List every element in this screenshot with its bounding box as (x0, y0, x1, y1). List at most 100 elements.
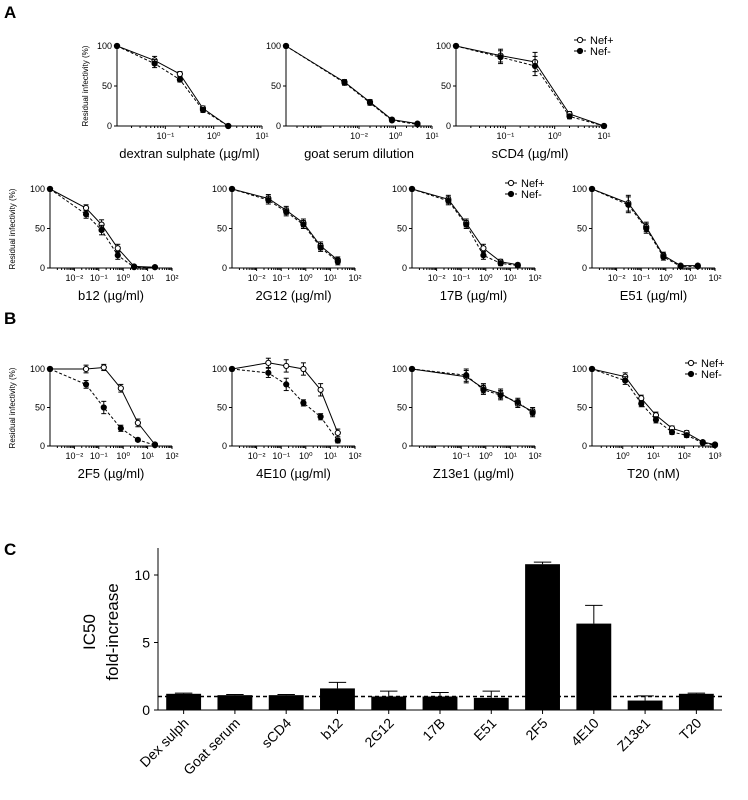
legend-marker (507, 179, 515, 187)
category-label: Z13e1 (614, 715, 654, 755)
y-axis-label-line1: IC50 (80, 614, 99, 650)
bar-scd4 (268, 695, 304, 710)
data-point-nef-minus (228, 185, 236, 193)
fit-curve-nef-minus (231, 188, 339, 263)
x-tick-label: 10¹ (597, 131, 610, 141)
fit-curve-nef-minus (411, 188, 518, 267)
legend-marker (576, 47, 584, 55)
x-tick-label: 10⁻¹ (156, 131, 174, 141)
x-tick-label: 10⁰ (479, 451, 493, 461)
x-axis-label: T20 (nM) (627, 466, 680, 481)
data-point-nef-minus (131, 264, 138, 271)
bar-b12 (320, 688, 355, 710)
category-label: 4E10 (568, 715, 603, 750)
data-point-nef-minus (514, 262, 521, 269)
data-point-nef-minus (300, 221, 307, 228)
data-point-nef-minus (46, 185, 54, 193)
chart-2f5: 0 50 100 10⁻² 10⁻¹ 10⁰ 10¹ 10² 2F5 (µg/ml) Residu… (8, 363, 179, 481)
y-tick-label: 100 (266, 41, 281, 51)
x-tick-label: 10¹ (647, 451, 660, 461)
y-tick-label: 50 (577, 224, 587, 234)
fit-curve-nef-minus (49, 188, 155, 268)
data-point-nef-plus (283, 362, 290, 370)
data-point-nef-minus (283, 381, 290, 388)
data-point-nef-minus (445, 197, 452, 204)
data-point-nef-plus (265, 359, 272, 366)
y-tick-label: 0 (402, 263, 407, 273)
fit-curve-nef-plus (116, 45, 229, 127)
chart-e51: 0 50 100 10⁻² 10⁻¹ 10⁰ 10¹ 10² E51 (µg/ml) (572, 184, 722, 303)
x-axis-label: 17B (µg/ml) (440, 288, 507, 303)
data-point-nef-minus (588, 365, 596, 373)
fit-curve-nef-plus (285, 45, 418, 125)
data-point-nef-minus (265, 196, 272, 204)
x-axis-label: goat serum dilution (304, 146, 414, 161)
data-point-nef-minus (683, 432, 690, 439)
y-tick-label: 50 (441, 81, 451, 91)
data-point-nef-minus (100, 404, 107, 411)
y-tick-label: 100 (572, 184, 587, 194)
data-point-nef-plus (300, 365, 307, 373)
data-point-nef-minus (497, 260, 504, 267)
x-tick-label: 10² (165, 451, 178, 461)
data-point-nef-minus (151, 264, 159, 271)
y-tick-label: 0 (276, 121, 281, 131)
data-point-nef-minus (514, 399, 521, 406)
data-point-nef-minus (638, 400, 645, 407)
data-point-nef-minus (660, 253, 667, 261)
bar-2f5 (525, 564, 560, 710)
data-point-nef-minus (151, 60, 158, 67)
bar-17b (422, 696, 458, 710)
x-tick-label: 10⁻² (66, 273, 84, 283)
y-tick-label: 50 (102, 81, 112, 91)
x-axis-label: 2G12 (µg/ml) (255, 288, 331, 303)
y-tick-label: 50 (397, 403, 407, 413)
y-tick-label: 50 (577, 403, 587, 413)
x-tick-label: 10⁻² (350, 131, 368, 141)
x-tick-label: 10¹ (141, 451, 154, 461)
x-tick-label: 10² (348, 451, 361, 461)
legend-label: Nef- (521, 189, 542, 201)
legend-marker (507, 190, 515, 198)
data-point-nef-minus (199, 106, 207, 114)
y-tick-label: 0 (107, 121, 112, 131)
data-point-nef-minus (46, 365, 54, 373)
x-tick-label: 10¹ (504, 451, 517, 461)
data-point-nef-minus (134, 436, 141, 443)
fit-curve-nef-minus (591, 368, 716, 446)
data-point-nef-plus (134, 419, 141, 426)
data-point-nef-minus (388, 117, 396, 124)
bar-dex-sulph (166, 693, 202, 710)
x-tick-label: 10⁰ (389, 131, 403, 141)
fit-curve-nef-minus (49, 368, 156, 446)
data-point-nef-minus (113, 42, 121, 50)
y-tick-label: 100 (392, 184, 407, 194)
x-tick-label: 10¹ (324, 273, 337, 283)
chart-dextran: 0 50 100 10⁻¹ 10⁰ 10¹ dextran sulphate (µg/ml)… (81, 41, 269, 161)
data-point-nef-minus (117, 425, 124, 432)
x-axis-label: sCD4 (µg/ml) (492, 146, 569, 161)
y-tick-label: 50 (397, 224, 407, 234)
data-point-nef-minus (300, 399, 307, 406)
panel-letter-a: A (4, 3, 16, 22)
x-tick-label: 10² (528, 451, 541, 461)
fit-curve-nef-plus (411, 368, 533, 412)
x-axis-label: 4E10 (µg/ml) (256, 466, 331, 481)
bar-t20 (678, 693, 714, 710)
chart-2g12: 0 50 100 10⁻² 10⁻¹ 10⁰ 10¹ 10² 2G12 (µg/ml) (212, 184, 362, 303)
data-point-nef-minus (341, 79, 348, 86)
data-point-nef-minus (366, 99, 374, 106)
x-tick-label: 10¹ (324, 451, 337, 461)
x-tick-label: 10¹ (425, 131, 438, 141)
y-tick-label: 0 (446, 121, 451, 131)
data-point-nef-minus (176, 76, 183, 83)
y-tick-label: 0 (582, 263, 587, 273)
x-tick-label: 10² (348, 273, 361, 283)
data-point-nef-minus (414, 121, 421, 128)
data-point-nef-minus (463, 221, 470, 228)
data-point-nef-minus (82, 211, 90, 218)
x-tick-label: 10² (678, 451, 691, 461)
chart-b12: 0 50 100 10⁻² 10⁻¹ 10⁰ 10¹ 10² b12 (µg/ml) Residu… (8, 184, 179, 303)
x-tick-label: 10⁻¹ (90, 451, 108, 461)
